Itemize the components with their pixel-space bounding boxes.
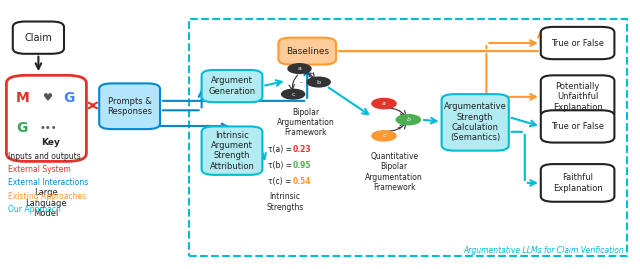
Text: Prompts &
Responses: Prompts & Responses bbox=[107, 97, 152, 116]
Circle shape bbox=[282, 89, 305, 99]
FancyBboxPatch shape bbox=[13, 22, 64, 54]
Text: -: - bbox=[398, 107, 401, 113]
Text: Claim: Claim bbox=[24, 33, 52, 43]
Text: b: b bbox=[317, 80, 321, 84]
FancyBboxPatch shape bbox=[202, 126, 262, 175]
Text: Faithful
Explanation: Faithful Explanation bbox=[553, 173, 602, 193]
Text: Bipolar
Argumentation
Framework: Bipolar Argumentation Framework bbox=[277, 108, 335, 137]
Text: Argumentative
Strength
Calculation
(Semantics): Argumentative Strength Calculation (Sema… bbox=[444, 102, 507, 143]
Text: 0.23: 0.23 bbox=[293, 145, 312, 154]
Text: G: G bbox=[17, 121, 28, 135]
Text: +: + bbox=[307, 71, 314, 77]
FancyBboxPatch shape bbox=[442, 94, 509, 151]
Text: Argumentative LLMs for Claim Verification: Argumentative LLMs for Claim Verificatio… bbox=[463, 246, 624, 255]
Text: Our Approach: Our Approach bbox=[8, 205, 61, 214]
Circle shape bbox=[396, 115, 420, 125]
Text: •••: ••• bbox=[39, 123, 57, 133]
Text: -: - bbox=[300, 80, 302, 86]
Text: c: c bbox=[382, 133, 386, 138]
Text: Inputs and outputs: Inputs and outputs bbox=[8, 151, 81, 161]
Circle shape bbox=[372, 98, 396, 109]
FancyBboxPatch shape bbox=[541, 75, 614, 118]
Circle shape bbox=[372, 131, 396, 141]
Text: τ(b) =: τ(b) = bbox=[268, 161, 294, 170]
Text: 0.54: 0.54 bbox=[293, 177, 312, 186]
FancyBboxPatch shape bbox=[99, 83, 160, 129]
Text: 0.95: 0.95 bbox=[293, 161, 312, 170]
Text: External System: External System bbox=[8, 165, 70, 174]
Text: Intrinsic
Strengths: Intrinsic Strengths bbox=[266, 192, 303, 212]
FancyBboxPatch shape bbox=[278, 38, 336, 65]
Text: M: M bbox=[15, 91, 29, 105]
Text: Intrinsic
Argument
Strength
Attribution: Intrinsic Argument Strength Attribution bbox=[209, 130, 255, 171]
Text: Potentially
Unfaithful
Explanation: Potentially Unfaithful Explanation bbox=[553, 82, 602, 112]
FancyBboxPatch shape bbox=[541, 27, 614, 59]
Circle shape bbox=[307, 77, 330, 87]
FancyBboxPatch shape bbox=[541, 164, 614, 202]
Circle shape bbox=[288, 64, 311, 73]
Text: τ(a) =: τ(a) = bbox=[268, 145, 294, 154]
Text: External Interactions: External Interactions bbox=[8, 178, 88, 187]
Text: Quantitative
Bipolar
Argumentation
Framework: Quantitative Bipolar Argumentation Frame… bbox=[365, 152, 423, 192]
Text: c: c bbox=[291, 92, 295, 97]
Text: Argument
Generation: Argument Generation bbox=[209, 76, 255, 96]
FancyBboxPatch shape bbox=[202, 70, 262, 102]
FancyBboxPatch shape bbox=[6, 75, 86, 161]
Text: G: G bbox=[63, 91, 74, 105]
Text: True or False: True or False bbox=[551, 38, 604, 48]
Text: a: a bbox=[298, 66, 301, 71]
Text: a: a bbox=[382, 101, 386, 106]
Text: Key: Key bbox=[42, 138, 60, 147]
Text: Baselines: Baselines bbox=[285, 47, 329, 56]
Text: τ(c) =: τ(c) = bbox=[268, 177, 293, 186]
Text: ♥: ♥ bbox=[43, 93, 53, 103]
Text: b: b bbox=[406, 117, 410, 122]
FancyBboxPatch shape bbox=[541, 110, 614, 143]
Text: +: + bbox=[396, 125, 403, 131]
Text: True or False: True or False bbox=[551, 122, 604, 131]
Text: Existing Approaches: Existing Approaches bbox=[8, 192, 86, 201]
Text: Large
Language
Model: Large Language Model bbox=[25, 188, 67, 218]
